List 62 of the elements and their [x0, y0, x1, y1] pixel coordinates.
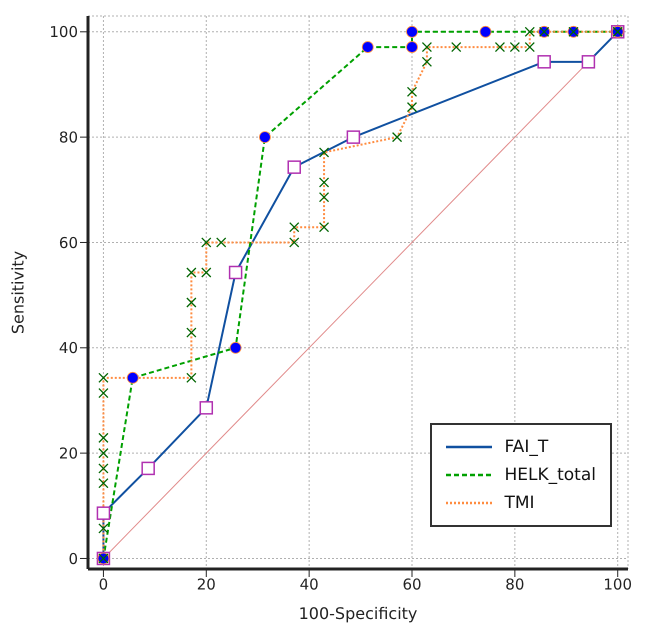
point — [98, 372, 109, 383]
point — [406, 26, 418, 38]
point — [289, 237, 300, 248]
y-tick-label: 40 — [58, 339, 78, 358]
point — [259, 131, 271, 144]
point — [362, 41, 374, 53]
point — [201, 237, 212, 248]
point — [392, 132, 402, 142]
point — [406, 86, 418, 97]
point — [406, 41, 418, 53]
point — [287, 160, 301, 174]
point — [451, 42, 462, 52]
legend-label: FAI_T — [504, 437, 548, 457]
x-tick-label: 100 — [603, 576, 632, 594]
point — [318, 147, 330, 158]
point — [216, 237, 226, 248]
x-tick-label: 40 — [300, 576, 319, 594]
point — [200, 401, 214, 415]
point — [318, 192, 330, 202]
y-tick-label: 0 — [68, 550, 78, 568]
y-tick-label: 100 — [49, 23, 78, 42]
point — [582, 55, 596, 69]
point — [346, 130, 360, 144]
point — [230, 342, 242, 354]
point — [480, 26, 492, 38]
point — [98, 388, 109, 398]
point — [422, 42, 432, 52]
point — [141, 462, 155, 476]
point — [537, 55, 551, 69]
point — [98, 432, 109, 444]
point — [98, 448, 109, 458]
y-tick-label: 20 — [58, 444, 78, 462]
point — [318, 222, 330, 232]
point — [126, 372, 139, 384]
point — [524, 26, 535, 37]
x-tick-label: 0 — [98, 576, 108, 594]
y-axis-title: Sensitivity — [8, 250, 28, 334]
point — [494, 42, 506, 52]
point — [186, 372, 197, 383]
point — [98, 523, 109, 534]
y-tick-label: 80 — [58, 128, 78, 146]
point — [318, 177, 330, 188]
point — [98, 463, 109, 474]
point — [98, 478, 109, 488]
point — [96, 506, 110, 520]
point — [406, 102, 418, 112]
point — [186, 267, 197, 278]
x-tick-label: 60 — [402, 576, 422, 594]
legend-label: HELK_total — [504, 465, 596, 485]
point — [524, 42, 535, 52]
x-tick-label: 20 — [196, 576, 216, 594]
y-tick-label: 60 — [58, 234, 78, 252]
point — [201, 267, 212, 278]
x-axis-title: 100-Specificity — [298, 604, 418, 623]
legend-label: TMI — [504, 493, 535, 513]
point — [422, 56, 432, 67]
point — [510, 42, 520, 52]
point — [289, 222, 300, 232]
point — [228, 266, 242, 280]
point — [186, 297, 197, 308]
x-tick-label: 80 — [505, 576, 524, 594]
point — [186, 327, 197, 338]
